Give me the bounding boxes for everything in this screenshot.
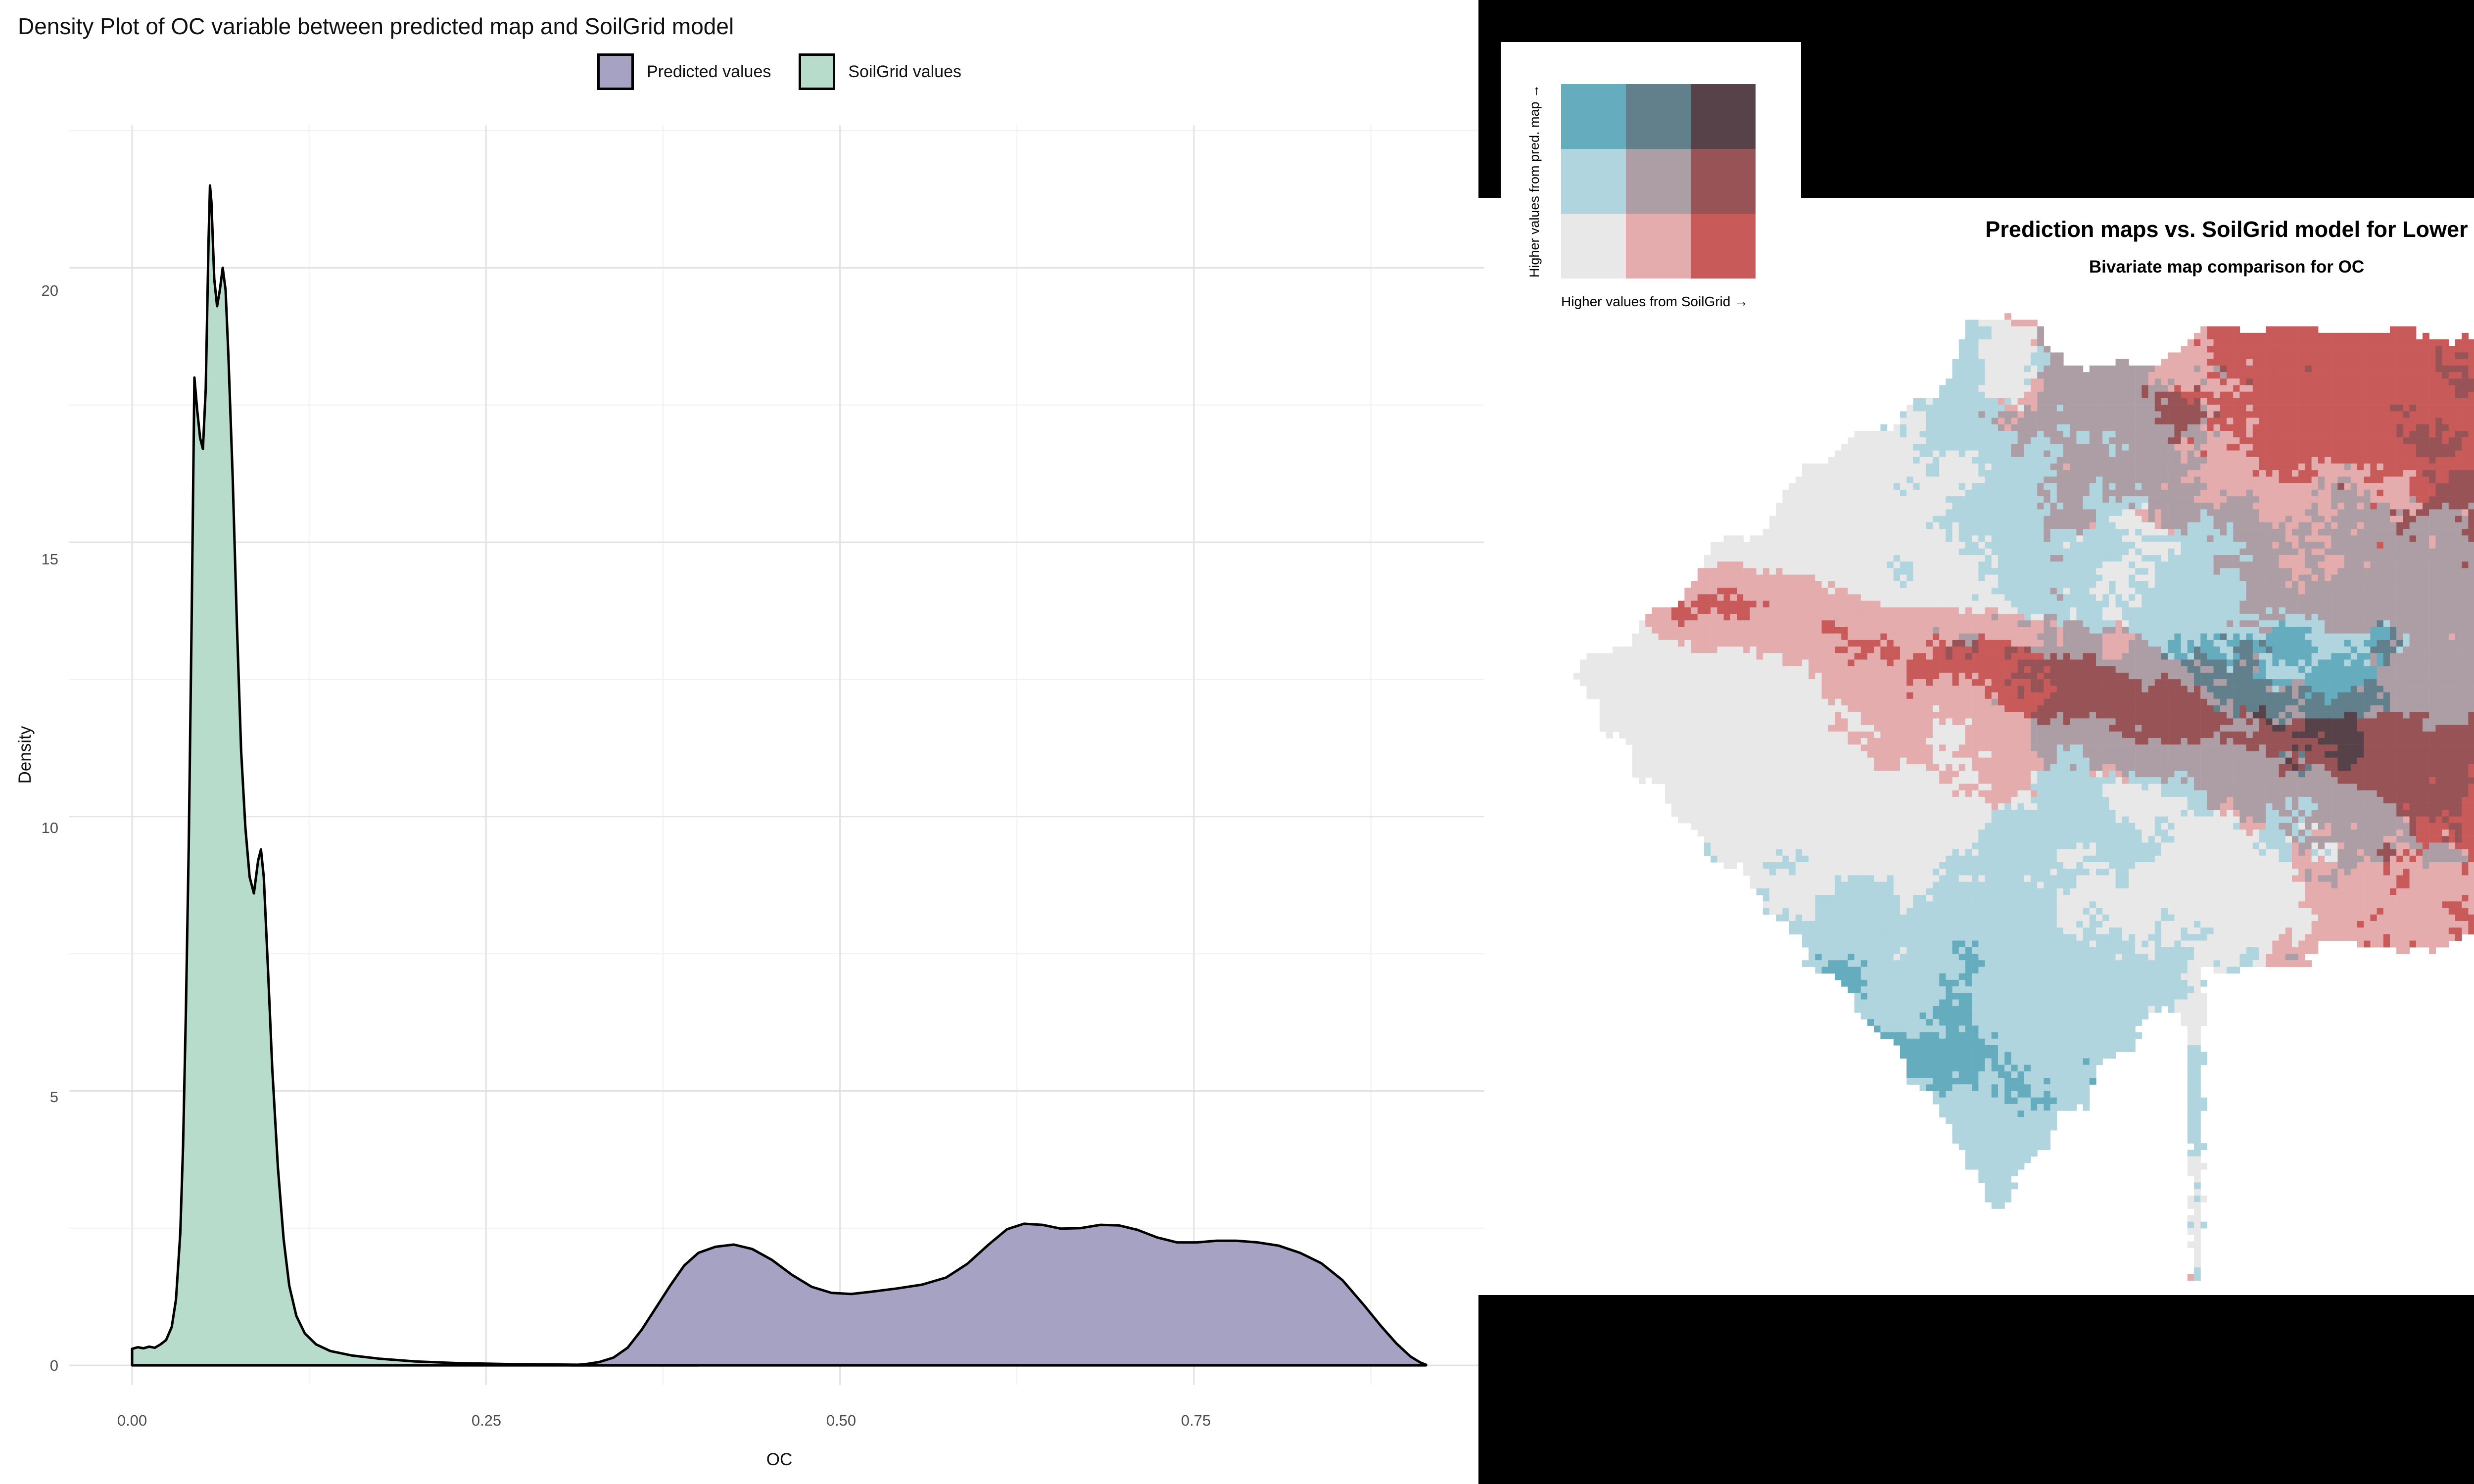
density-chart: 0 5 10 15 20 0.00 0.25 0.50 0.75 OC Dens… (15, 125, 1484, 1469)
bivariate-map-panel: Higher values from pred. map → Higher va… (1478, 0, 2474, 1484)
bivariate-cell-r2c2 (1691, 214, 1756, 278)
legend-item-predicted: Predicted values (597, 53, 771, 90)
legend-item-soilgrid: SoilGrid values (799, 53, 961, 90)
y-tick-15: 15 (42, 551, 58, 568)
y-tick-5: 5 (50, 1088, 58, 1106)
bivariate-legend-ylabel: Higher values from pred. map → (1527, 84, 1542, 278)
x-tick-050: 0.50 (826, 1412, 856, 1429)
density-plot-title: Density Plot of OC variable between pred… (18, 13, 734, 39)
letterbox-bar-bottom (1478, 1295, 2474, 1484)
bivariate-cell-r1c0 (1561, 149, 1626, 214)
predicted-values-swatch (597, 53, 634, 90)
bivariate-cell-r2c1 (1626, 214, 1691, 278)
density-plot-panel: Density Plot of OC variable between pred… (15, 13, 1484, 1469)
bivariate-cell-r0c2 (1691, 84, 1756, 149)
bivariate-cell-r0c0 (1561, 84, 1626, 149)
bivariate-cell-r0c1 (1626, 84, 1691, 149)
x-tick-075: 0.75 (1181, 1412, 1211, 1429)
y-tick-10: 10 (42, 819, 58, 836)
soilgrid-values-label: SoilGrid values (848, 62, 962, 81)
bivariate-cell-r1c1 (1626, 149, 1691, 214)
bivariate-legend-grid (1561, 84, 1756, 278)
y-tick-20: 20 (42, 282, 58, 299)
bivariate-cell-r2c0 (1561, 214, 1626, 278)
x-tick-025: 0.25 (472, 1412, 501, 1429)
bivariate-legend-xlabel: Higher values from SoilGrid → (1561, 294, 1749, 309)
y-tick-0: 0 (50, 1357, 58, 1374)
x-tick-000: 0.00 (117, 1412, 147, 1429)
y-axis-title: Density (15, 726, 35, 784)
map-title: Prediction maps vs. SoilGrid model for L… (1985, 217, 2468, 242)
density-legend: Predicted values SoilGrid values (69, 53, 1489, 90)
bivariate-choropleth-map (1573, 307, 2474, 1294)
bivariate-cell-r1c2 (1691, 149, 1756, 214)
predicted-values-label: Predicted values (646, 62, 771, 81)
map-subtitle: Bivariate map comparison for OC (2089, 257, 2365, 277)
x-axis-title: OC (766, 1450, 793, 1469)
soilgrid-values-swatch (799, 53, 836, 90)
